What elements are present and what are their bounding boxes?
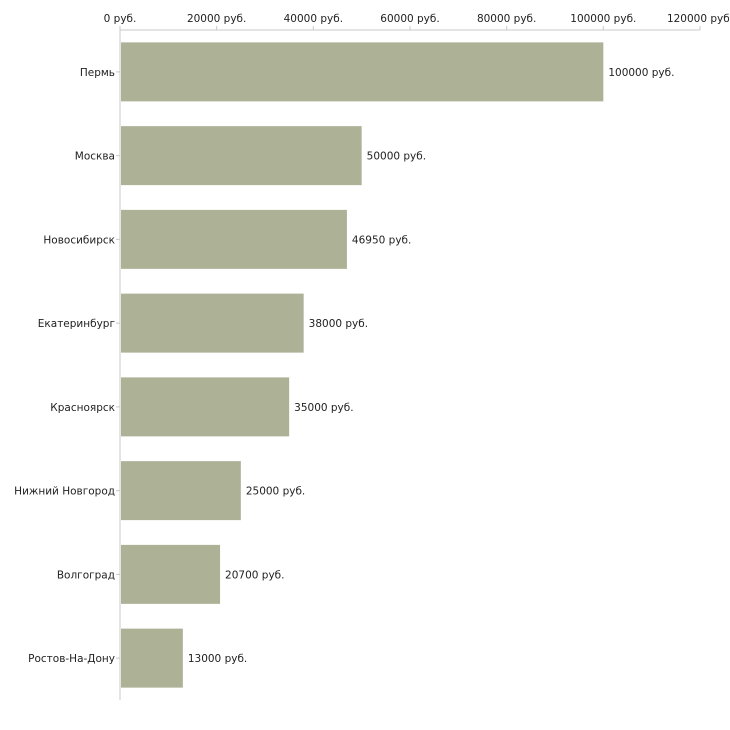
category-label: Ростов-На-Дону [28,653,115,665]
x-tick-label: 80000 руб. [477,13,536,25]
bar-value-label: 46950 руб. [352,234,411,246]
x-tick-label: 120000 руб. [667,13,730,25]
bar [121,209,347,269]
bar [121,377,290,437]
category-label: Пермь [80,67,115,79]
bar [121,461,241,521]
bar [121,628,183,688]
x-tick-label: 0 руб. [104,13,137,25]
category-label: Красноярск [50,402,115,414]
bar [121,42,604,102]
x-tick-label: 100000 руб. [570,13,636,25]
bar [121,293,304,353]
x-axis: 0 руб. 20000 руб. 40000 руб. 60000 руб. 8000… [104,13,730,700]
x-tick-label: 40000 руб. [284,13,343,25]
category-label: Новосибирск [43,234,115,246]
x-tick-label: 20000 руб. [187,13,246,25]
x-tick-label: 60000 руб. [380,13,439,25]
bar [121,126,362,186]
bar-value-label: 35000 руб. [294,402,353,414]
bar-value-label: 20700 руб. [225,569,284,581]
category-label: Волгоград [57,569,115,581]
bar [121,544,221,604]
category-label: Екатеринбург [38,318,115,330]
bars: 100000 руб. 50000 руб. 46950 руб. 38000 руб… [121,42,674,688]
category-labels: Пермь Москва Новосибирск Екатеринбург Красно… [14,67,120,665]
bar-value-label: 25000 руб. [246,486,305,498]
category-label: Москва [75,151,115,163]
bar-value-label: 13000 руб. [188,653,247,665]
bar-value-label: 100000 руб. [608,67,674,79]
bar-value-label: 38000 руб. [309,318,368,330]
category-label: Нижний Новгород [14,486,115,498]
bar-value-label: 50000 руб. [367,151,426,163]
